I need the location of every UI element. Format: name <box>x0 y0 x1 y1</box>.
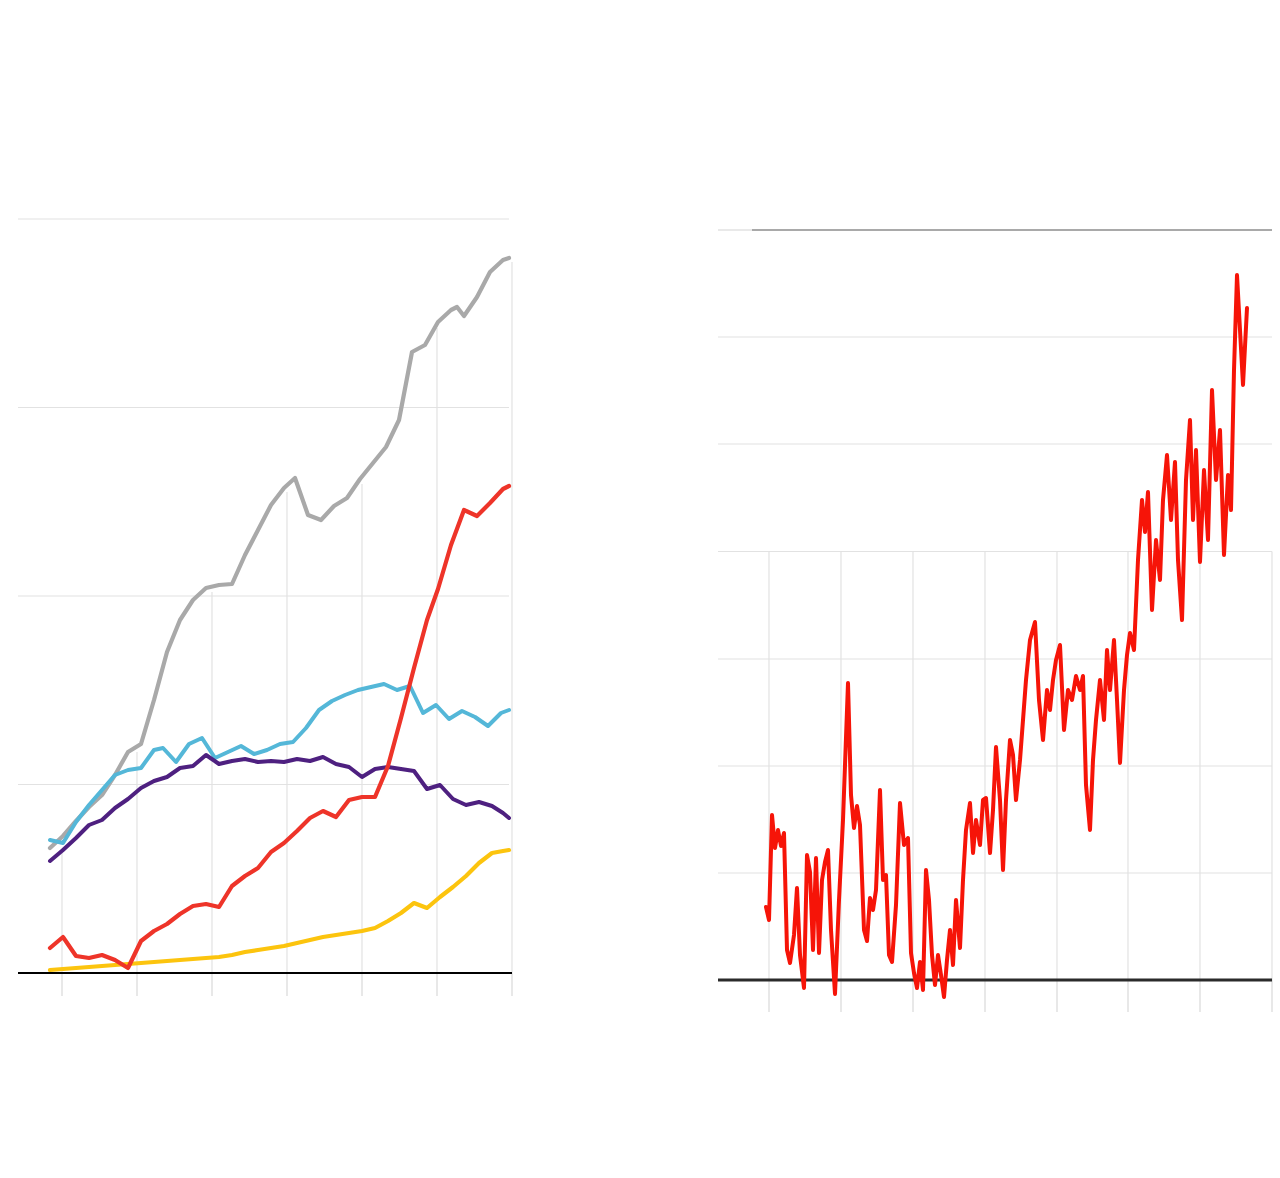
charts-canvas <box>0 0 1280 1178</box>
right-chart <box>718 230 1272 1012</box>
right-chart-series-red <box>766 275 1247 997</box>
left-chart <box>18 219 512 996</box>
page: { "page": { "background": "#ffffff", "wi… <box>0 0 1280 1178</box>
left-chart-series-yellow <box>50 850 509 970</box>
left-chart-series-gray <box>50 258 509 848</box>
dual-line-chart-figure <box>0 0 1280 1178</box>
